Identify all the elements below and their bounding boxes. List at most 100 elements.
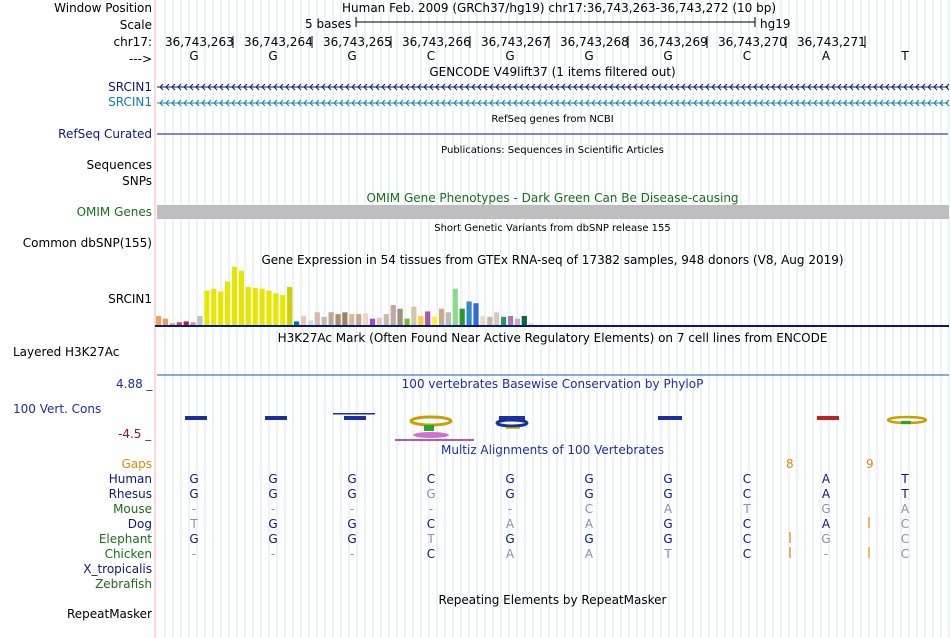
species-label[interactable]: Elephant — [98, 532, 152, 546]
gene-strand-arrow — [315, 83, 320, 91]
gene-strand-arrow — [903, 99, 908, 107]
gtex-tissue-bar — [300, 315, 307, 325]
omim-label[interactable]: OMIM Genes — [76, 205, 152, 219]
gene-strand-arrow — [231, 83, 236, 91]
alignment-base: A — [821, 517, 831, 531]
gene-strand-arrow — [447, 99, 452, 107]
gaps-label[interactable]: Gaps — [121, 457, 152, 471]
gene-strand-arrow — [897, 99, 902, 107]
gtex-tissue-bar — [225, 281, 231, 325]
gtex-tissue-bar — [162, 318, 169, 325]
gene-strand-arrow — [537, 83, 542, 91]
gene-strand-arrow — [519, 83, 524, 91]
gene-strand-arrow — [531, 99, 536, 107]
alignment-base: C — [900, 532, 910, 546]
gene-strand-arrow — [759, 99, 764, 107]
gene-strand-arrow — [849, 83, 854, 91]
snps-label[interactable]: SNPs — [122, 174, 152, 188]
gene-strand-arrow — [615, 99, 620, 107]
gtex-tissue-bar — [190, 322, 196, 325]
alignment-base: C — [742, 517, 752, 531]
gene-strand-arrow — [777, 99, 782, 107]
gene-strand-arrow — [267, 99, 272, 107]
gencode-track-label-1[interactable]: SRCIN1 — [108, 80, 152, 94]
gene-strand-arrow — [765, 99, 770, 107]
gene-strand-arrow — [333, 83, 338, 91]
gene-strand-arrow — [219, 99, 224, 107]
gene-strand-arrow — [879, 99, 884, 107]
alignment-base: G — [505, 487, 515, 501]
gene-strand-arrow — [405, 99, 410, 107]
gene-strand-arrow — [735, 83, 740, 91]
gene-strand-arrow — [327, 99, 332, 107]
gene-strand-arrow — [531, 83, 536, 91]
alignment-base: G — [663, 472, 673, 486]
gene-strand-arrow — [735, 99, 740, 107]
species-label[interactable]: X_tropicalis — [83, 562, 152, 576]
gene-strand-arrow — [891, 99, 896, 107]
gene-strand-arrow — [201, 99, 206, 107]
gtex-tissue-bar — [418, 315, 424, 325]
ruler-coordinate: 36,743,270 — [718, 35, 787, 49]
gene-strand-arrow — [471, 83, 476, 91]
cons-label[interactable]: 100 Vert. Cons — [13, 402, 102, 416]
species-label[interactable]: Mouse — [113, 502, 152, 516]
gene-strand-arrow — [831, 83, 836, 91]
gene-strand-arrow — [591, 83, 596, 91]
species-label[interactable]: Dog — [127, 517, 152, 531]
alignment-base: T — [743, 502, 751, 516]
gene-strand-arrow — [813, 83, 818, 91]
gene-strand-arrow — [237, 83, 242, 91]
gene-strand-arrow — [867, 83, 872, 91]
gtex-tissue-bar — [514, 318, 520, 325]
gtex-tissue-bar — [169, 323, 175, 325]
ruler-coordinate: 36,743,263 — [165, 35, 234, 49]
gene-strand-arrow — [309, 83, 314, 91]
dbsnp-label[interactable]: Common dbSNP(155) — [22, 236, 152, 250]
refseq-label[interactable]: RefSeq Curated — [58, 127, 152, 141]
gene-strand-arrow — [273, 83, 278, 91]
gene-strand-arrow — [369, 99, 374, 107]
gene-strand-arrow — [873, 83, 878, 91]
gene-strand-arrow — [423, 99, 428, 107]
gene-strand-arrow — [711, 83, 716, 91]
gtex-tissue-bar — [211, 288, 217, 325]
gtex-label[interactable]: SRCIN1 — [108, 292, 152, 306]
gene-strand-arrow — [699, 83, 704, 91]
alignment-base: - — [191, 502, 197, 516]
gene-strand-arrow — [579, 99, 584, 107]
gtex-tissue-bar — [259, 288, 265, 325]
cons-logo — [495, 418, 529, 428]
gene-strand-arrow — [165, 99, 170, 107]
species-label[interactable]: Zebrafish — [95, 577, 152, 591]
gene-strand-arrow — [693, 99, 698, 107]
ruler-base: A — [821, 49, 831, 63]
gene-strand-arrow — [687, 99, 692, 107]
gtex-tissue-bar — [176, 322, 182, 325]
gene-strand-arrow — [489, 83, 494, 91]
gene-strand-arrow — [639, 83, 644, 91]
alignment-base: A — [505, 517, 515, 531]
sequences-label[interactable]: Sequences — [86, 158, 152, 172]
repeatmasker-label[interactable]: RepeatMasker — [66, 607, 152, 621]
gene-strand-arrow — [543, 99, 548, 107]
cons-logo — [413, 432, 449, 438]
gene-strand-arrow — [513, 83, 518, 91]
h3k27ac-label[interactable]: Layered H3K27Ac — [13, 345, 120, 359]
gtex-tissue-bar — [294, 321, 300, 325]
species-label[interactable]: Chicken — [104, 547, 152, 561]
gene-strand-arrow — [627, 83, 632, 91]
gencode-track-label-2[interactable]: SRCIN1 — [108, 95, 152, 109]
alignment-base: G — [347, 472, 357, 486]
alignment-base: C — [426, 547, 436, 561]
gtex-tissue-bar — [404, 318, 410, 325]
ruler-coordinate: 36,743,268 — [560, 35, 629, 49]
alignment-base: A — [900, 502, 910, 516]
gene-strand-arrow — [321, 83, 326, 91]
alignment-base: T — [664, 547, 672, 561]
gene-strand-arrow — [813, 99, 818, 107]
species-label[interactable]: Human — [108, 472, 152, 486]
species-label[interactable]: Rhesus — [108, 487, 152, 501]
alignment-base: G — [268, 517, 278, 531]
